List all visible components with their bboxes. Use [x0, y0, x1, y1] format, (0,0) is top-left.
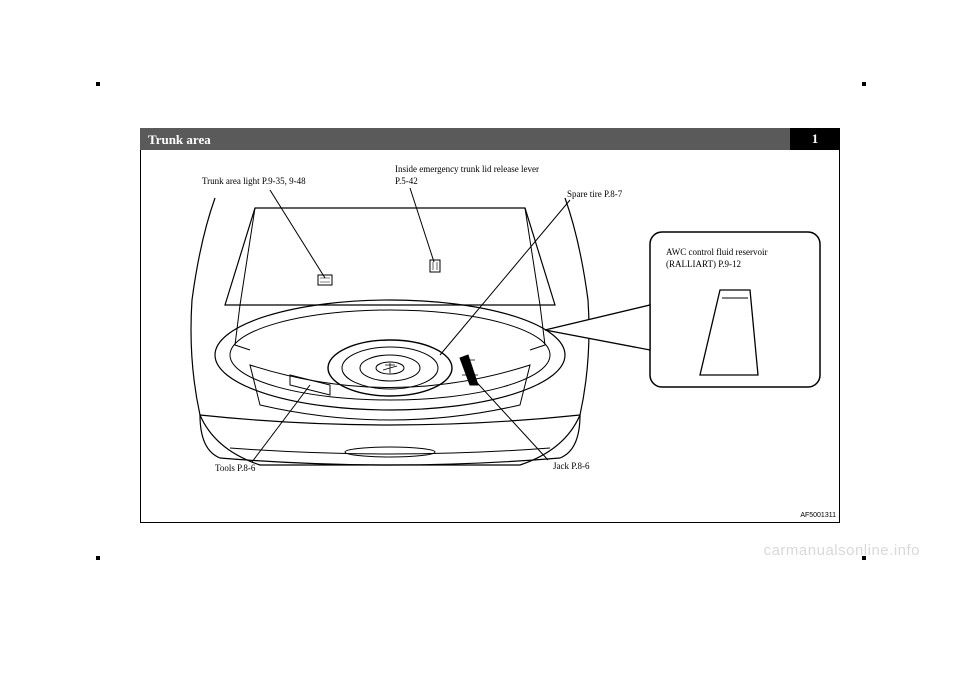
crop-mark: [96, 82, 100, 86]
watermark: carmanualsonline.info: [764, 542, 920, 559]
crop-mark: [96, 556, 100, 560]
trunk-diagram: [140, 150, 840, 523]
crop-mark: [862, 82, 866, 86]
page-title: Trunk area: [140, 128, 790, 150]
chapter-number: 1: [790, 128, 840, 150]
